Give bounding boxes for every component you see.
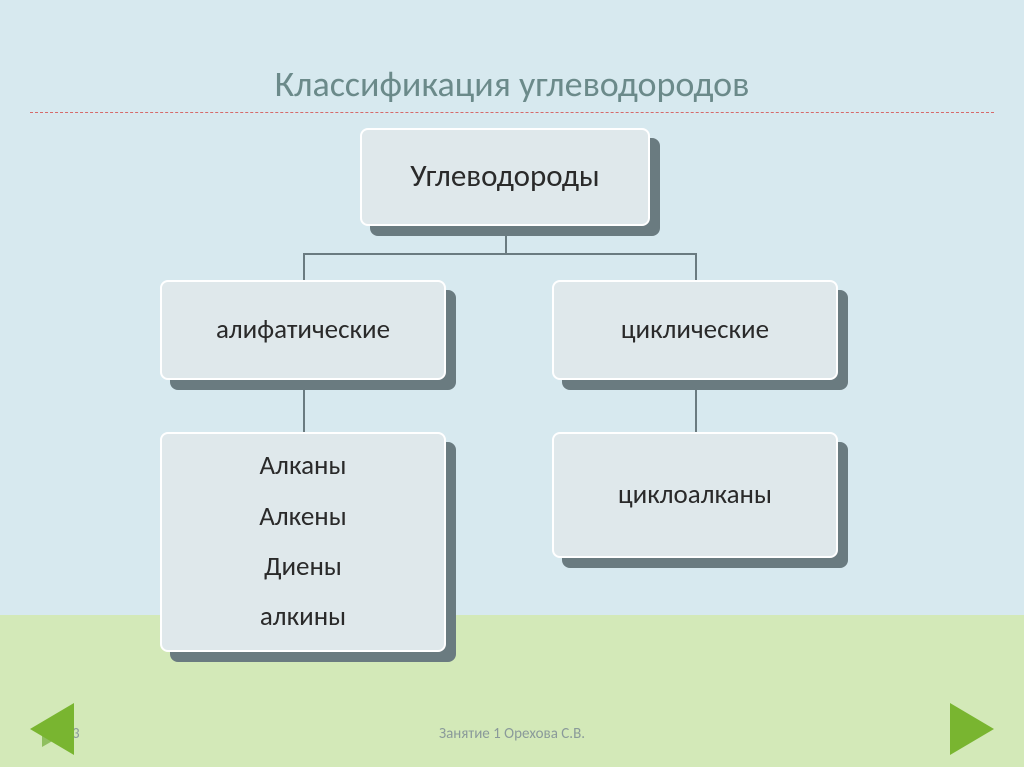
connector <box>303 253 305 280</box>
connector <box>695 380 697 406</box>
connector <box>505 253 697 255</box>
connector <box>695 253 697 280</box>
slide-bg-bottom <box>0 615 1024 767</box>
slide-title: Классификация углеводородов <box>0 62 1024 106</box>
prev-slide-button[interactable] <box>30 703 74 755</box>
next-slide-button[interactable] <box>950 703 994 755</box>
node-label: Углеводороды <box>410 158 599 195</box>
node-right1: циклические <box>552 280 838 380</box>
connector <box>303 380 305 406</box>
connector <box>505 226 507 253</box>
node-line: Диены <box>264 551 342 583</box>
node-label: алифатические <box>216 314 390 346</box>
node-left1: алифатические <box>160 280 446 380</box>
footer-caption: Занятие 1 Орехова С.В. <box>0 725 1024 743</box>
node-right2: циклоалканы <box>552 432 838 558</box>
node-line: Алканы <box>260 450 347 482</box>
node-left2: Алканы Алкены Диены алкины <box>160 432 446 652</box>
node-root: Углеводороды <box>360 128 650 226</box>
node-line: Алкены <box>259 501 346 533</box>
node-label: циклоалканы <box>618 479 772 511</box>
connector <box>303 406 305 432</box>
connector <box>303 253 507 255</box>
node-label: циклические <box>621 314 769 346</box>
connector <box>695 406 697 432</box>
title-underline <box>30 112 994 113</box>
node-line: алкины <box>260 601 346 633</box>
